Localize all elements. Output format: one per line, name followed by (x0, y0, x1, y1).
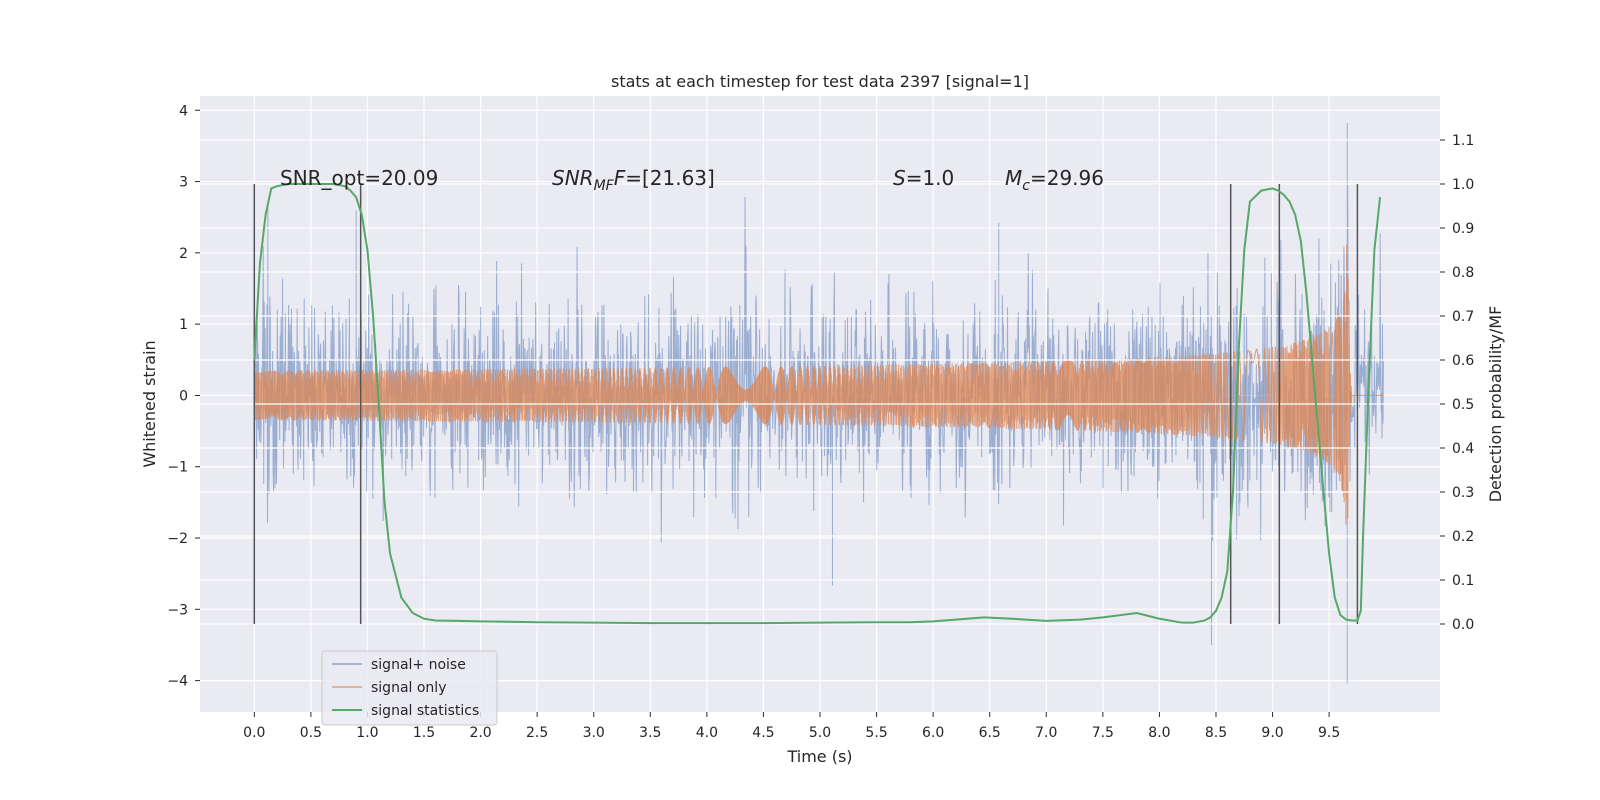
y-tick-label-left-7: −3 (167, 602, 188, 618)
legend-label-signal-only: signal only (371, 680, 446, 696)
x-axis-label: Time (s) (786, 747, 852, 766)
y-tick-label-right-4: 0.7 (1452, 309, 1474, 325)
annotation-snr-opt: SNR_opt=20.09 (280, 166, 438, 190)
x-tick-label-5: 2.5 (526, 725, 548, 741)
series-signal-statistics (253, 183, 1382, 625)
y-tick-label-left-1: 3 (179, 175, 188, 191)
x-tick-label-2: 1.0 (356, 725, 378, 741)
x-tick-label-14: 7.0 (1035, 725, 1057, 741)
y-tick-label-right-1: 1.0 (1452, 177, 1474, 193)
x-tick-label-18: 9.0 (1261, 725, 1283, 741)
x-tick-label-0: 0.0 (243, 725, 265, 741)
x-tick-label-6: 3.0 (583, 725, 605, 741)
x-tick-label-4: 2.0 (469, 725, 491, 741)
y-tick-label-left-3: 1 (179, 317, 188, 333)
y-tick-label-left-4: 0 (179, 388, 188, 404)
y-axis-label-left: Whitened strain (140, 340, 159, 467)
annotation-s: S=1.0 (893, 166, 954, 190)
x-tick-label-15: 7.5 (1092, 725, 1114, 741)
annotation-mc: Mc=29.96 (1005, 166, 1104, 194)
y-tick-label-right-10: 0.1 (1452, 573, 1474, 589)
x-tick-label-16: 8.0 (1148, 725, 1170, 741)
y-tick-label-right-0: 1.1 (1452, 133, 1474, 149)
y-tick-label-right-11: 0.0 (1452, 617, 1474, 633)
legend-label-signal-noise: signal+ noise (371, 657, 466, 673)
y-tick-label-left-8: −4 (167, 674, 188, 690)
legend: signal+ noise signal only signal statist… (321, 650, 498, 726)
y-tick-label-left-6: −2 (167, 531, 188, 547)
y-tick-label-left-2: 2 (179, 246, 188, 262)
x-tick-label-9: 4.5 (752, 725, 774, 741)
vertical-markers (253, 184, 1359, 624)
y-tick-labels-left: 4 3 2 1 0 −1 −2 −3 −4 (167, 103, 200, 690)
x-tick-label-13: 6.5 (979, 725, 1001, 741)
y-tick-label-right-8: 0.3 (1452, 485, 1474, 501)
y-tick-labels-right: 1.1 1.0 0.9 0.8 0.7 0.6 0.5 0.4 0.3 0.2 0.1 0.0 (1440, 133, 1474, 633)
x-tick-label-7: 3.5 (639, 725, 661, 741)
x-tick-label-1: 0.5 (300, 725, 322, 741)
y-tick-label-right-7: 0.4 (1452, 441, 1474, 457)
x-tick-label-12: 6.0 (922, 725, 944, 741)
x-tick-label-10: 5.0 (809, 725, 831, 741)
y-axis-label-right: Detection probability/MF (1486, 306, 1505, 503)
y-tick-label-left-0: 4 (179, 103, 188, 119)
chart-title: stats at each timestep for test data 239… (611, 72, 1029, 91)
legend-box (321, 650, 498, 726)
y-tick-label-left-5: −1 (167, 460, 188, 476)
x-tick-label-17: 8.5 (1205, 725, 1227, 741)
y-tick-label-right-6: 0.5 (1452, 397, 1474, 413)
x-tick-label-11: 5.5 (865, 725, 887, 741)
legend-label-signal-statistics: signal statistics (371, 703, 479, 719)
x-tick-label-8: 4.0 (696, 725, 718, 741)
x-tick-labels: 0.0 0.5 1.0 1.5 2.0 2.5 3.0 3.5 4.0 4.5 5.0 5.5 6.0 6… (243, 712, 1340, 741)
x-tick-label-3: 1.5 (413, 725, 435, 741)
y-tick-label-right-2: 0.9 (1452, 221, 1474, 237)
y-tick-label-right-3: 0.8 (1452, 265, 1474, 281)
y-tick-label-right-5: 0.6 (1452, 353, 1474, 369)
series-signal-only (253, 244, 1384, 525)
y-tick-label-right-9: 0.2 (1452, 529, 1474, 545)
annotation-snr-mf: SNRMFF=[21.63] (552, 166, 715, 194)
x-tick-label-19: 9.5 (1318, 725, 1340, 741)
